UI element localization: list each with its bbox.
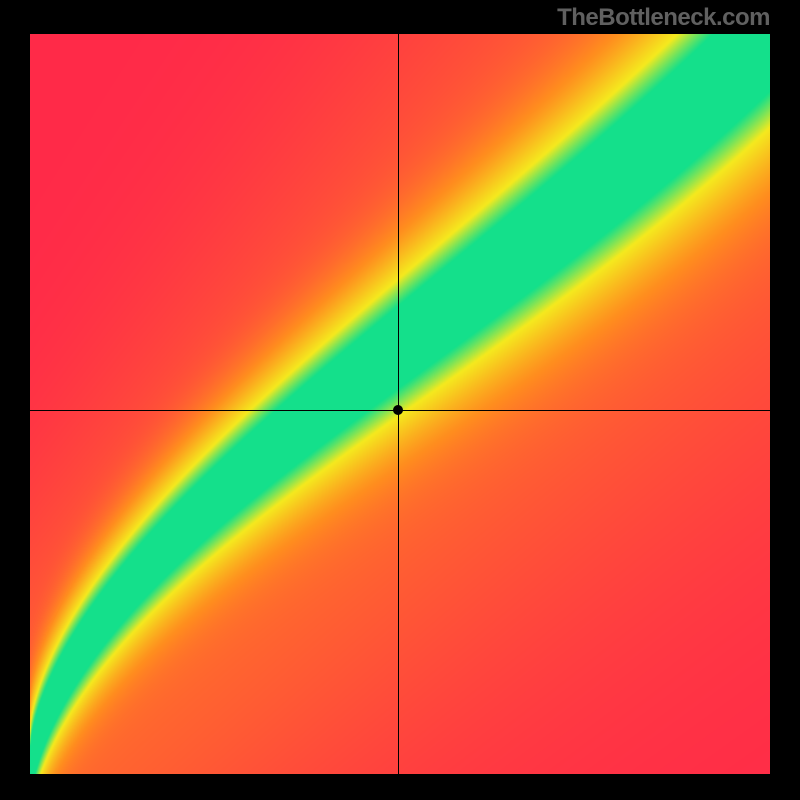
marker-dot [393,405,403,415]
heatmap-canvas [30,34,770,774]
watermark-text: TheBottleneck.com [557,4,770,32]
chart-frame: TheBottleneck.com [0,0,800,800]
plot-area [30,34,770,774]
